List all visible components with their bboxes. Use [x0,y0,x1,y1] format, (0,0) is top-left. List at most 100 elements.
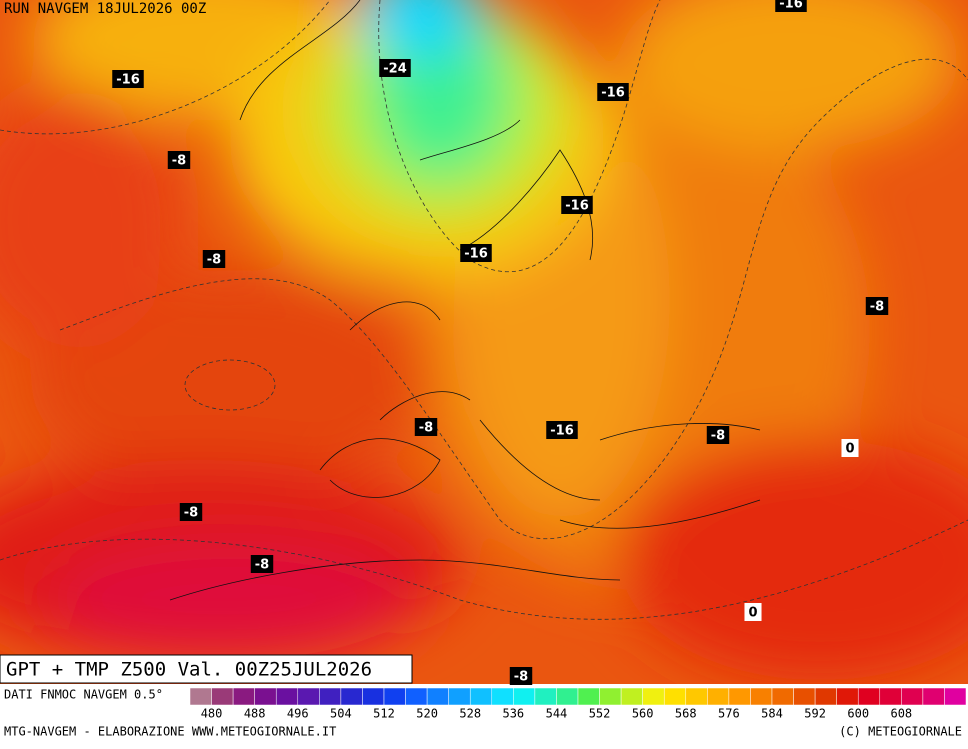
contour-label: 0 [744,603,762,621]
color-swatch [319,687,342,706]
legend-tick-label: 512 [373,707,395,721]
color-swatch [513,687,536,706]
contour-label-text: -16 [779,0,803,12]
run-label: RUN NAVGEM 18JUL2026 00Z [4,1,206,17]
color-swatch [620,687,643,706]
color-swatch [642,687,665,706]
contour-label-box [865,297,889,315]
contour-label: -8 [179,503,203,521]
color-swatch [901,687,924,706]
color-swatch [663,687,687,706]
color-swatch [211,687,234,706]
contour-label-box [460,244,492,262]
contour-label-text: -8 [184,506,198,521]
color-swatch [556,687,579,706]
contour-label-text: -16 [550,424,574,439]
contour-label-box [167,151,191,169]
contour-label-text: -16 [116,73,140,88]
contour-labels: -16 -16 -24 -16 -8 -16 -8 -16 -8 -8 -16 -8 0 -8 -8 0 -8 [112,0,889,685]
legend-tick-label: 496 [287,707,309,721]
legend-tick-label: 504 [330,707,352,721]
contour-label: -16 [597,83,629,101]
contour-label-text: -24 [383,62,407,77]
contour-label-box [706,426,730,444]
color-swatch [599,687,622,706]
color-swatch [254,687,277,706]
color-swatch [469,687,493,706]
legend-tick-label: 576 [718,707,740,721]
color-swatch [426,687,449,706]
contour-label-text: -8 [172,154,186,169]
contour-label-text: -16 [601,86,625,101]
contour-label: -8 [202,250,226,268]
contour-label-text: 0 [845,442,854,457]
coastlines [169,0,761,601]
contour-label-text: -16 [464,247,488,262]
legend-tick-label: 528 [459,707,481,721]
contour-label-text: -8 [870,300,884,315]
contour-label-box [597,83,629,101]
color-swatch [340,687,363,706]
color-swatch [189,687,212,706]
contour-label: -8 [509,667,533,685]
color-swatch [879,687,902,706]
color-swatch [534,687,557,706]
color-swatch [944,687,967,706]
contour-label: -8 [706,426,730,444]
color-swatch [362,687,385,706]
contour-label-box [179,503,203,521]
color-swatch [750,687,773,706]
legend-tick-label: 584 [761,707,783,721]
contour-label: -8 [167,151,191,169]
title-box [0,654,413,684]
contour-label-text: 0 [748,606,757,621]
legend-tick-label: 568 [675,707,697,721]
contour-label-box [841,439,859,457]
color-swatch [577,687,600,706]
color-swatch [405,687,428,706]
color-swatch [232,687,255,706]
contour-label-box [202,250,226,268]
contour-label-box [561,196,593,214]
color-swatch [297,687,320,706]
footer-left: MTG-NAVGEM - ELABORAZIONE WWW.METEOGIORN… [4,725,336,739]
color-swatch [275,687,299,706]
contours [0,0,968,620]
color-swatch [836,687,859,706]
legend-tick-label: 544 [546,707,568,721]
legend-tick-label: 488 [244,707,266,721]
legend-tick-label: 600 [847,707,869,721]
contour-label-box [775,0,807,12]
contour-label: -8 [250,555,274,573]
contour-label-box [112,70,144,88]
legend-tick-label: 552 [589,707,611,721]
contour-label: -8 [414,418,438,436]
contour-label-text: -16 [565,199,589,214]
color-swatch [685,687,708,706]
color-swatch [383,687,406,706]
contour-label: -16 [460,244,492,262]
color-swatch [793,687,816,706]
contour-label-box [250,555,274,573]
color-swatch [814,687,837,706]
color-swatch [707,687,730,706]
contour-label-box [414,418,438,436]
contour-label: -16 [112,70,144,88]
legend-source: DATI FNMOC NAVGEM 0.5° [4,688,163,702]
legend-tick-label: 592 [804,707,826,721]
color-bar: 480 488 496 504 512 520 528 536 544 552 560 568 576 5… [189,687,967,721]
color-swatch [448,687,471,706]
contour-label-box [509,667,533,685]
contour-label-text: -8 [419,421,433,436]
legend-tick-label: 480 [201,707,223,721]
contour-label-text: -8 [207,253,221,268]
contour-label: -16 [775,0,807,12]
color-swatch [491,687,514,706]
contour-label-box [379,59,411,77]
contour-label-text: -8 [255,558,269,573]
contour-label-text: -8 [711,429,725,444]
color-swatch [771,687,794,706]
color-swatch [922,687,945,706]
legend-tick-label: 520 [416,707,438,721]
